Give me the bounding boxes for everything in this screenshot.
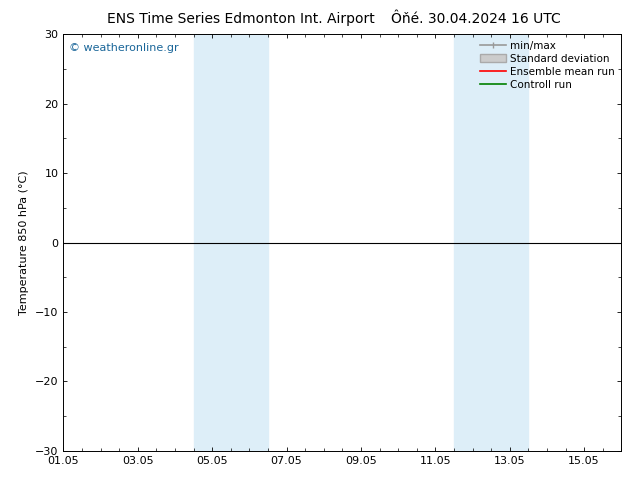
Bar [193,34,231,451]
Bar [454,34,491,451]
Bar [491,34,528,451]
Bar [231,34,268,451]
Legend: min/max, Standard deviation, Ensemble mean run, Controll run: min/max, Standard deviation, Ensemble me… [476,36,619,94]
Text: Ôňé. 30.04.2024 16 UTC: Ôňé. 30.04.2024 16 UTC [391,12,560,26]
Text: © weatheronline.gr: © weatheronline.gr [69,43,179,52]
Y-axis label: Temperature 850 hPa (°C): Temperature 850 hPa (°C) [20,170,30,315]
Text: ENS Time Series Edmonton Int. Airport: ENS Time Series Edmonton Int. Airport [107,12,375,26]
